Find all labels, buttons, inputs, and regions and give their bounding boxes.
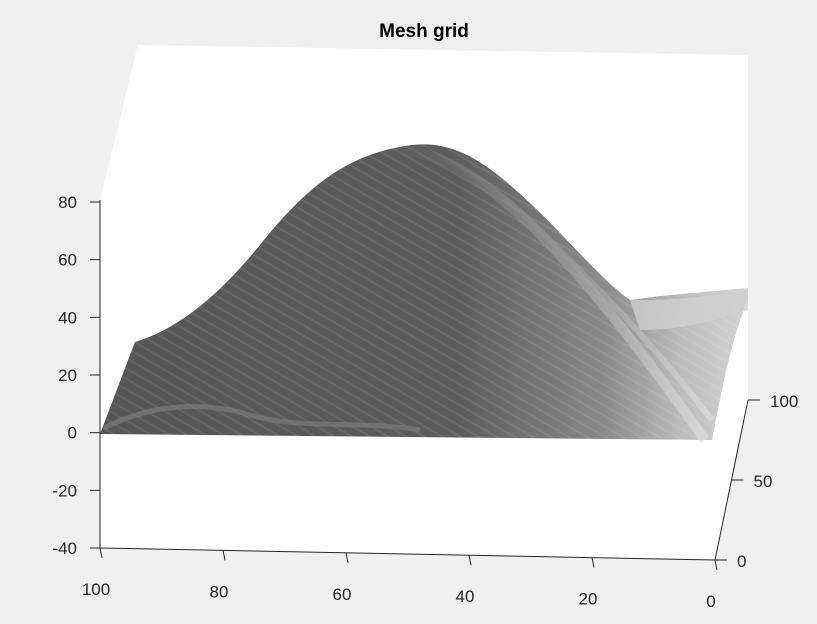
x-tick-label: 60 — [333, 585, 352, 604]
x-axis-line — [99, 547, 716, 561]
x-tick-mark — [345, 552, 349, 563]
x-tick-label: 40 — [456, 587, 475, 606]
surface-ridge-2 — [419, 147, 715, 422]
z-tick-label: 40 — [58, 308, 77, 327]
x-tick-mark — [591, 557, 595, 568]
surface-front-ripples — [102, 403, 421, 433]
x-tick-mark — [468, 555, 472, 566]
z-tick-label: 20 — [58, 366, 77, 385]
chart-title: Mesh grid — [379, 21, 469, 42]
y-tick-label: 0 — [737, 552, 746, 571]
x-tick-mark — [714, 559, 718, 571]
z-tick-label: -40 — [52, 539, 77, 558]
x-tick-label: 100 — [82, 580, 110, 599]
surface — [100, 144, 748, 443]
z-tick-label: 0 — [68, 424, 77, 443]
x-axis-ticks: 100 80 60 40 20 0 — [82, 547, 718, 611]
y-tick-label: 50 — [754, 472, 773, 491]
y-tick-label: 100 — [770, 392, 798, 411]
x-tick-label: 80 — [210, 582, 229, 601]
z-axis-ticks: 80 60 40 20 0 -20 -40 — [52, 193, 100, 558]
x-tick-label: 0 — [706, 592, 715, 611]
x-tick-mark — [222, 550, 226, 561]
z-tick-label: -20 — [52, 481, 77, 500]
z-tick-label: 60 — [58, 251, 77, 270]
surface-texture — [100, 144, 748, 441]
x-tick-label: 20 — [579, 590, 598, 609]
y-axis-ticks: 0 50 100 — [715, 392, 798, 571]
z-tick-label: 80 — [58, 193, 77, 212]
surface-far-edge — [630, 288, 748, 330]
x-tick-mark — [99, 547, 103, 559]
